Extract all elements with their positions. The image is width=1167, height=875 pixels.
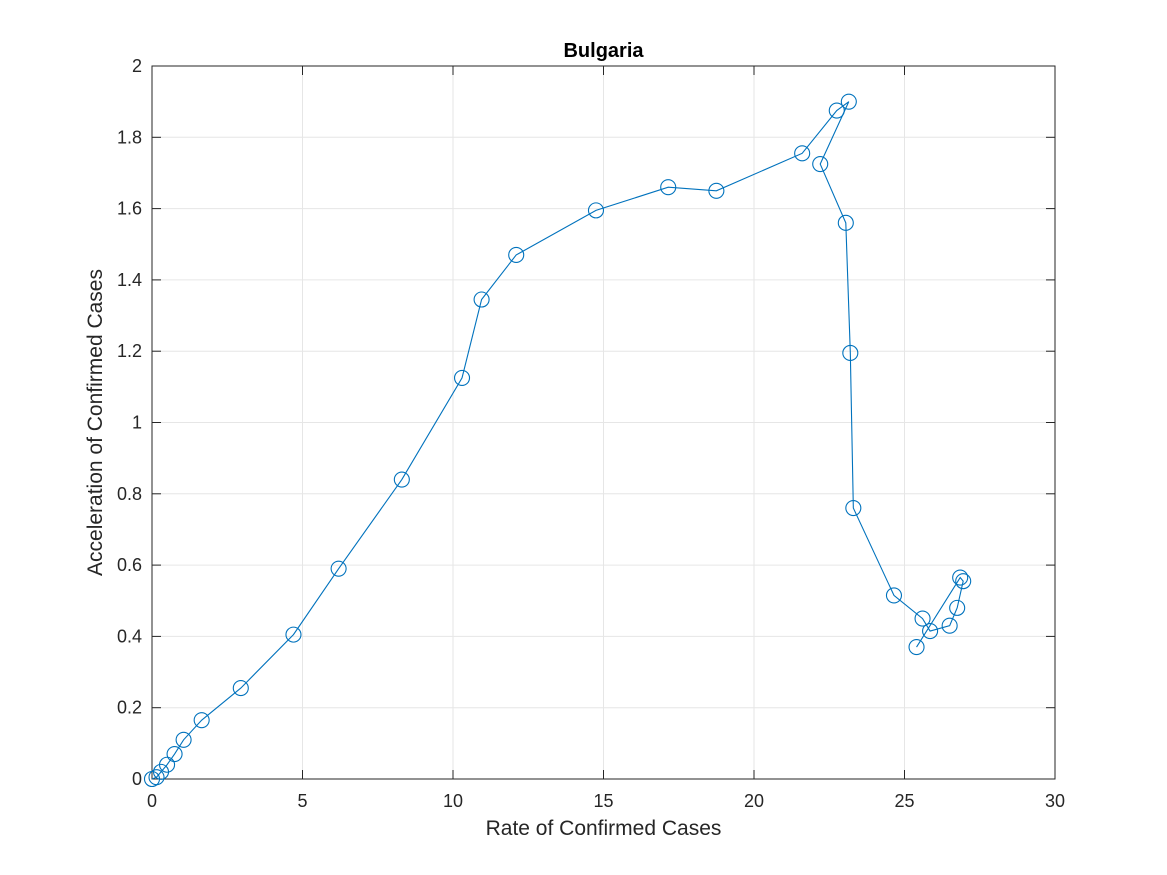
data-point (840, 93, 857, 110)
x-tick-label: 30 (1045, 791, 1065, 811)
y-tick-label: 1 (132, 413, 142, 433)
data-point (845, 500, 862, 517)
x-tick-label: 10 (443, 791, 463, 811)
data-point (232, 680, 249, 697)
data-point (285, 626, 302, 643)
y-tick-label: 1.8 (117, 127, 142, 147)
data-point (885, 587, 903, 604)
data-point (952, 569, 969, 586)
data-point (955, 573, 972, 590)
data-point (453, 369, 471, 386)
data-series (143, 93, 972, 788)
data-point (159, 756, 176, 773)
y-tick-label: 0.6 (117, 555, 142, 575)
data-point (794, 145, 811, 162)
data-point (914, 610, 931, 627)
chart-title: Bulgaria (563, 40, 644, 62)
data-point (941, 617, 958, 634)
data-point (148, 769, 165, 786)
data-point (330, 560, 347, 577)
data-point (660, 179, 677, 196)
x-tick-label: 0 (147, 791, 157, 811)
data-point (708, 182, 725, 199)
data-point (193, 712, 210, 729)
data-point (473, 291, 490, 308)
data-point (393, 471, 410, 488)
data-point (922, 623, 939, 640)
y-tick-label: 2 (132, 56, 142, 76)
data-point (508, 246, 525, 263)
y-tick-label: 0.8 (117, 484, 142, 504)
x-axis-ticks: 0 5 10 15 20 25 30 (147, 66, 1065, 811)
data-point (166, 745, 183, 763)
x-tick-label: 25 (894, 791, 914, 811)
y-tick-label: 1.2 (117, 341, 142, 361)
y-axis-ticks: 0 0.2 0.4 0.6 0.8 1 1.2 1.4 1.6 1.8 2 (117, 56, 1055, 789)
data-point (587, 202, 605, 219)
data-point (812, 155, 829, 173)
x-tick-label: 20 (744, 791, 764, 811)
data-point (908, 639, 925, 656)
y-tick-label: 0.2 (117, 698, 142, 718)
y-tick-label: 0 (132, 769, 142, 789)
x-axis-label: Rate of Confirmed Cases (486, 817, 722, 840)
x-tick-label: 15 (593, 791, 613, 811)
data-point (828, 102, 845, 119)
data-point (837, 214, 854, 231)
data-point (175, 731, 192, 748)
x-tick-label: 5 (297, 791, 307, 811)
y-axis-label: Acceleration of Confirmed Cases (84, 269, 107, 576)
y-tick-label: 1.6 (117, 199, 142, 219)
y-tick-label: 0.4 (117, 626, 142, 646)
data-point (949, 599, 966, 616)
series-line (151, 101, 964, 780)
y-tick-label: 1.4 (117, 270, 142, 290)
data-point (842, 344, 859, 362)
